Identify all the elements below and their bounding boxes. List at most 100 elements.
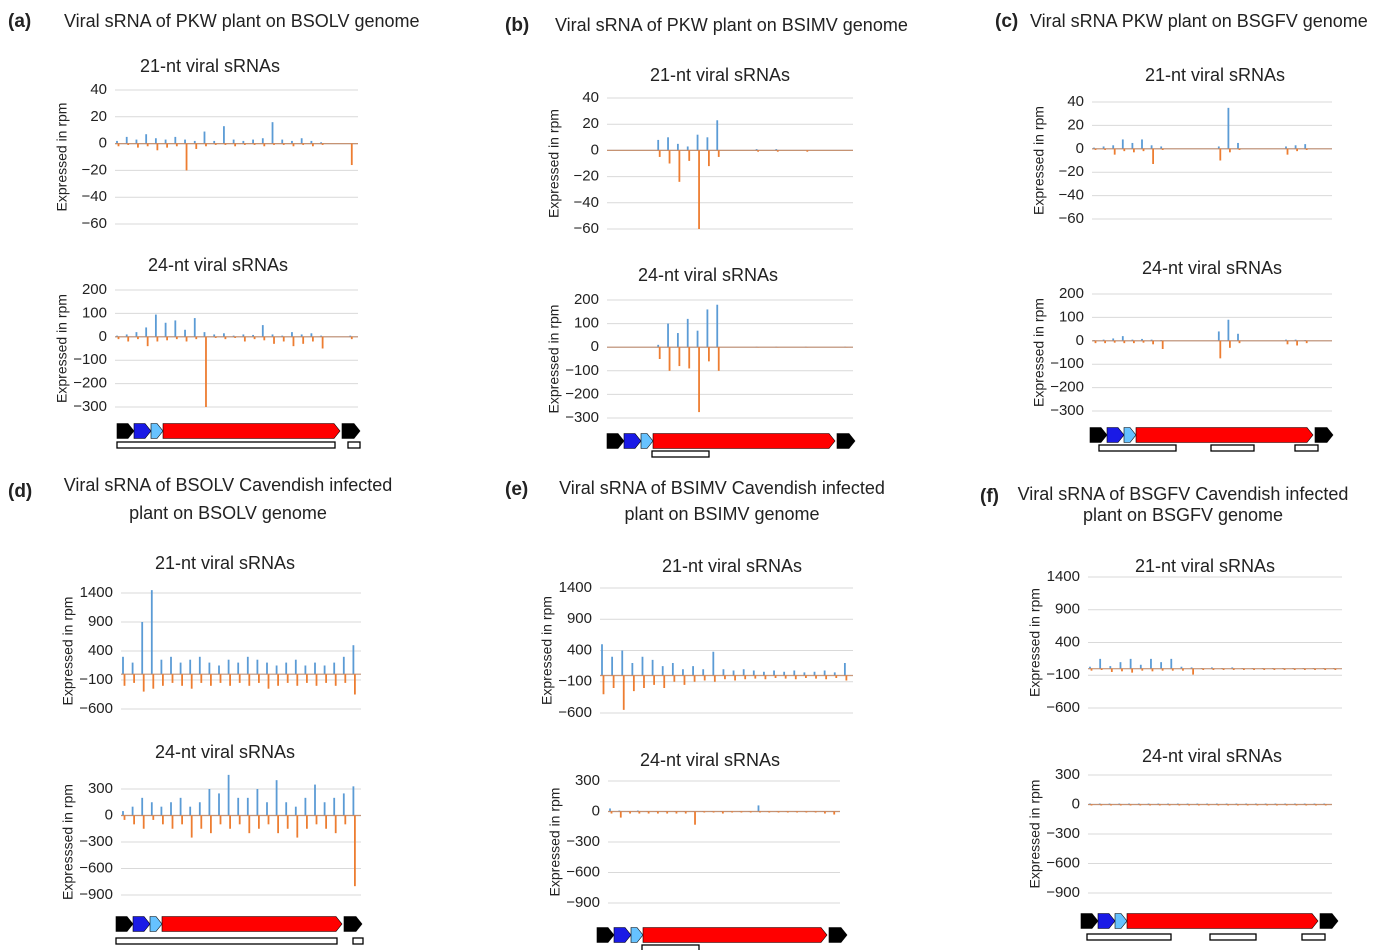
y-tick-label: 300 [88,780,113,797]
genome-orf [642,927,828,943]
panel-title: plant on BSOLV genome [129,503,327,523]
y-tick-label: −100 [73,351,107,368]
genome-orf [1126,913,1319,929]
chart-subtitle: 21-nt viral sRNAs [1135,556,1275,576]
genome-orf [836,433,856,449]
panel-title: Viral sRNA of BSOLV Cavendish infected [64,475,393,495]
genome-box [1294,444,1319,452]
y-axis-label: Expressed in rpm [1027,780,1043,889]
genome-orf [640,433,654,449]
chart-subtitle: 24-nt viral sRNAs [640,750,780,770]
y-tick-label: 200 [574,291,599,308]
y-tick-label: 0 [1072,795,1080,812]
y-tick-label: 20 [1067,116,1084,133]
panel-label: (d) [8,481,32,502]
genome-orf [1089,427,1108,443]
genome-box [1209,933,1257,941]
genome-box [115,937,338,945]
genome-orf [828,927,848,943]
panel-label: (e) [505,479,528,500]
y-tick-label: 300 [1055,766,1080,783]
y-tick-label: 0 [591,338,599,355]
genome-orf [1106,427,1125,443]
y-tick-label: −600 [79,700,113,717]
genome-orf [161,916,343,932]
panel-title: Viral sRNA of PKW plant on BSOLV genome [64,11,420,31]
chart-subtitle: 21-nt viral sRNAs [662,556,802,576]
y-axis-label: Expressed in rpm [546,305,562,414]
genome-box [116,441,336,449]
y-tick-label: 0 [591,141,599,158]
y-tick-label: −900 [79,886,113,903]
genome-box [1210,444,1255,452]
y-tick-label: 1400 [1047,568,1080,585]
y-tick-label: 1400 [80,584,113,601]
y-tick-label: 900 [88,613,113,630]
panel-title: Viral sRNA of PKW plant on BSIMV genome [555,15,908,35]
y-tick-label: 20 [582,115,599,132]
genome-orf [115,916,134,932]
panel-title: Viral sRNA of BSIMV Cavendish infected [559,478,885,498]
genome-orf [116,423,135,439]
genome-orf [630,927,644,943]
chart-subtitle: 24-nt viral sRNAs [638,265,778,285]
y-tick-label: −100 [1046,666,1080,683]
genome-orf [149,916,163,932]
genome-box [1098,444,1177,452]
y-tick-label: −40 [574,194,599,211]
genome-orf [133,423,152,439]
y-tick-label: −600 [1046,854,1080,871]
y-tick-label: 100 [1059,308,1084,325]
y-tick-label: 0 [1076,332,1084,349]
y-tick-label: 0 [99,328,107,345]
genome-orf [652,433,836,449]
genome-orf [613,927,632,943]
chart-subtitle: 24-nt viral sRNAs [1142,746,1282,766]
genome-orf [1123,427,1137,443]
y-tick-label: 900 [567,610,592,627]
y-tick-label: 400 [1055,633,1080,650]
y-tick-label: −40 [82,188,107,205]
y-tick-label: 40 [90,81,107,98]
y-tick-label: −40 [1059,187,1084,204]
y-axis-label: Expressed in rpm [539,596,555,705]
panel-label: (b) [505,15,529,36]
genome-box [1301,933,1326,941]
genome-box [347,441,361,449]
genome-orf [1135,427,1314,443]
y-tick-label: −300 [73,398,107,415]
y-tick-label: 200 [82,281,107,298]
y-tick-label: 20 [90,108,107,125]
panel-label: (c) [995,11,1018,32]
genome-box [352,937,364,945]
chart-subtitle: 24-nt viral sRNAs [148,255,288,275]
y-axis-label: Expressed in rpm [1031,106,1047,215]
y-tick-label: −900 [566,894,600,911]
y-axis-label: Expressed in rpm [54,294,70,403]
y-tick-label: −20 [82,161,107,178]
y-axis-label: Expresssed in rpm [60,784,76,900]
y-axis-label: Expressed in rpm [1027,588,1043,697]
chart-subtitle: 24-nt viral sRNAs [155,742,295,762]
y-tick-label: 0 [105,806,113,823]
y-tick-label: −300 [1050,402,1084,419]
genome-orf [341,423,361,439]
y-tick-label: −200 [73,375,107,392]
y-tick-label: 100 [82,304,107,321]
y-axis-label: Expressed in rpm [547,788,563,897]
y-tick-label: −20 [1059,163,1084,180]
chart-subtitle: 24-nt viral sRNAs [1142,258,1282,278]
y-tick-label: 1400 [559,579,592,596]
y-tick-label: −60 [1059,210,1084,227]
y-tick-label: −300 [1046,825,1080,842]
y-tick-label: 40 [582,89,599,106]
y-axis-label: Expressed in rpm [546,109,562,218]
genome-orf [132,916,151,932]
y-tick-label: −600 [558,704,592,721]
genome-box [1086,933,1172,941]
y-tick-label: −100 [558,673,592,690]
panel-title: plant on BSIMV genome [624,504,819,524]
genome-box [641,944,700,950]
y-tick-label: −600 [566,863,600,880]
